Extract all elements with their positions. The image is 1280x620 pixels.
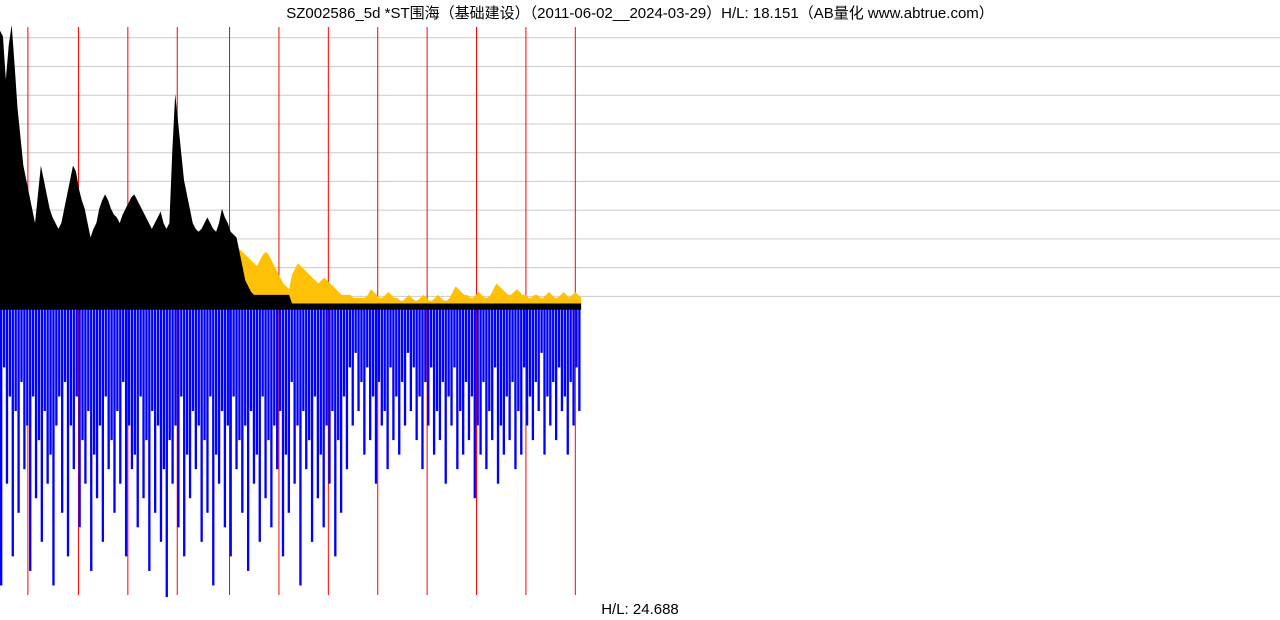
chart-title: SZ002586_5d *ST围海（基础建设）（2011-06-02__2024… [0, 2, 1280, 23]
bottom-label: H/L: 24.688 [0, 601, 1280, 618]
chart-svg [0, 22, 1280, 600]
chart-area [0, 22, 1280, 600]
